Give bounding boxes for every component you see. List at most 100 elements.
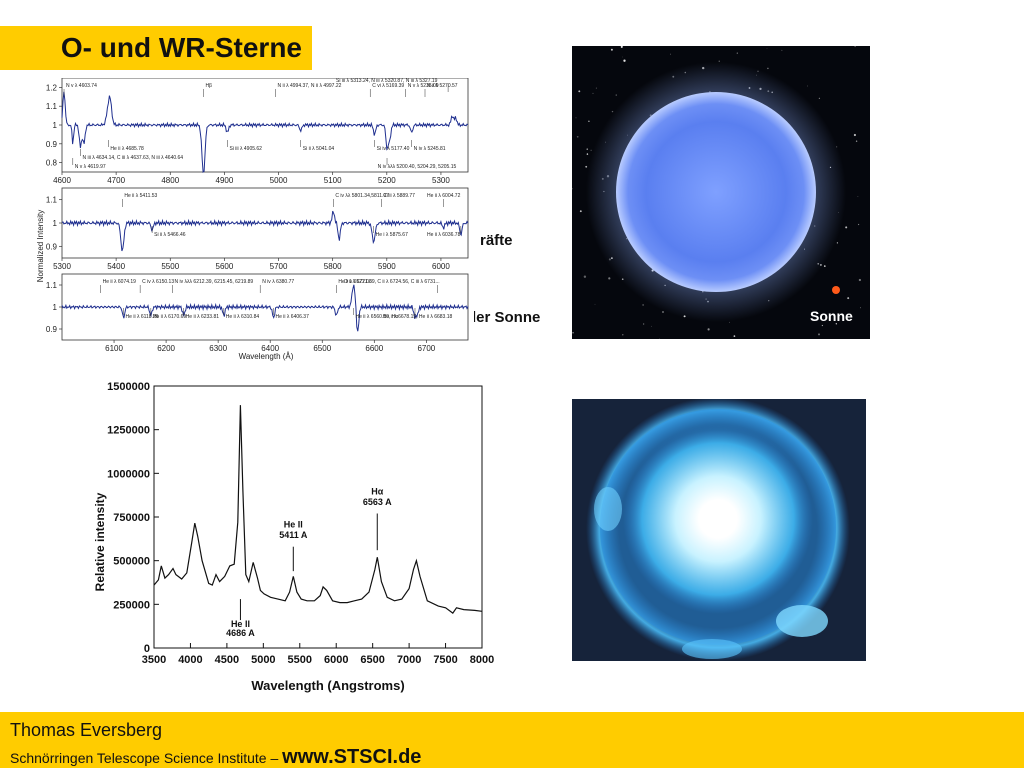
spectrum-line (61, 284, 469, 332)
x-tick-label: 6300 (209, 344, 227, 353)
spectral-line-annotation: He ii λ 6310.84 (226, 314, 260, 320)
y-tick-label: 1 (53, 303, 58, 312)
spectral-line-annotation: C vi λ 5169.39 (372, 83, 404, 89)
line-annotation: He II (231, 619, 250, 629)
x-tick-label: 6500 (360, 654, 384, 666)
spectral-line-annotation: He ii λ 6406.37 (276, 314, 310, 320)
y-tick-label: 1.2 (46, 83, 58, 92)
institute-url-link[interactable]: www.STSCI.de (282, 746, 422, 768)
spectral-line-annotation: He ii λ 6036.78 (427, 232, 461, 238)
x-tick-label: 5300 (53, 262, 71, 271)
x-tick-label: 8000 (470, 654, 494, 666)
spectrum-panel-1: 0.8 0.9 1 1.1 1.2 4600 4700 4800 4900 5000 5100 520… (46, 78, 469, 185)
y-tick-label: 1 (53, 121, 58, 130)
y-tick-label: 1500000 (107, 381, 150, 393)
spectral-line-annotation: He ii λ 6170.69 (153, 314, 187, 320)
x-tick-label: 4700 (107, 176, 125, 185)
x-tick-label: 6000 (432, 262, 450, 271)
x-tick-label: 5400 (107, 262, 125, 271)
line-annotation-wavelength: 5411 A (279, 530, 308, 540)
spectral-line-annotation: N iii λ 4634.14, C iii λ 4637.63, N iii … (82, 155, 183, 161)
x-tick-label: 5500 (288, 654, 312, 666)
x-tick-label: 5600 (216, 262, 234, 271)
spectral-line-annotation: Si iii λ 5313.24, N iii λ 5320.87, N iii… (336, 78, 438, 84)
spectral-line-annotation: N ii λ 4994.37, N ii λ 4997.22 (277, 83, 341, 89)
spectral-line-annotation: N v λ 4619.97 (75, 164, 106, 170)
y-tick-label: 0 (144, 643, 150, 655)
y-tick-label: 750000 (113, 512, 150, 524)
x-tick-label: 4000 (178, 654, 202, 666)
y-tick-label: 0.9 (46, 242, 58, 251)
x-tick-label: 6200 (157, 344, 175, 353)
x-tick-label: 5300 (432, 176, 450, 185)
normalized-spectrum-chart: Normalized Intensity Wavelength (Å) 0.80… (30, 78, 474, 364)
x-tick-label: 5100 (324, 176, 342, 185)
x-tick-label: 5200 (378, 176, 396, 185)
x-tick-label: 5000 (270, 176, 288, 185)
spectral-line-annotation: He i λ 5875.67 (376, 232, 408, 238)
spectral-line-annotation: N v λ 4603.74 (66, 83, 97, 89)
blue-star-image: Sonne (572, 46, 870, 339)
slide-title-box: O- und WR-Sterne (0, 26, 312, 70)
slide-title: O- und WR-Sterne (60, 32, 302, 63)
y-tick-label: 1.1 (46, 196, 58, 205)
partial-text-2: der Sonne (467, 309, 541, 326)
y-tick-label: 1 (53, 219, 58, 228)
spectrum-line (61, 91, 469, 173)
spectral-line-annotation: Si ii λ 5041.04 (303, 146, 335, 152)
x-tick-label: 6000 (324, 654, 348, 666)
sun-label: Sonne (810, 308, 853, 324)
y-tick-label: 500000 (113, 556, 150, 568)
footer-bar: Thomas Eversberg Schnörringen Telescope … (0, 712, 1024, 768)
spectral-line-annotation: N iv λ 6380.77 (262, 279, 294, 285)
y-tick-label: 250000 (113, 599, 150, 611)
x-tick-label: 5000 (251, 654, 275, 666)
x-tick-label: 5700 (270, 262, 288, 271)
relative-y-axis-label: Relative intensity (93, 492, 107, 591)
author-name: Thomas Eversberg (10, 720, 163, 740)
spectral-line-annotation: N v λ 5235.00 (408, 83, 439, 89)
spectral-line-annotation: C iii λ 5889.77 (383, 193, 415, 199)
x-tick-label: 5900 (378, 262, 396, 271)
spectrum-line (61, 210, 469, 252)
spectral-line-annotation: C iv λ 6150.13 (142, 279, 174, 285)
spectral-line-annotation: He ii λ 6004.72 (427, 193, 461, 199)
line-annotation: Hα (371, 486, 383, 496)
line-annotation-wavelength: 4686 A (226, 628, 255, 638)
spectral-line-annotation: He ii λ 6560.10, Hα (356, 314, 399, 320)
spectral-line-annotation: Si iii λ 4905.62 (229, 146, 262, 152)
line-annotation: He II (284, 519, 303, 529)
spectrum-x-axis-label: Wavelength (Å) (239, 352, 294, 361)
x-tick-label: 4900 (216, 176, 234, 185)
y-tick-label: 1000000 (107, 468, 150, 480)
institute-name: Schnörringen Telescope Science Institute… (10, 750, 283, 766)
spectral-line-annotation: He ii λ 6527.06 (338, 279, 372, 285)
spectral-line-annotation: He ii λ 5411.53 (124, 193, 157, 199)
y-tick-label: 1.1 (46, 281, 58, 290)
x-tick-label: 6100 (105, 344, 123, 353)
y-tick-label: 0.9 (46, 140, 58, 149)
x-tick-label: 5500 (161, 262, 179, 271)
x-tick-label: 5800 (324, 262, 342, 271)
nebula-illustration (572, 399, 866, 661)
x-tick-label: 3500 (142, 654, 166, 666)
spectrum-panel-2: 0.9 1 1.1 5300 5400 5500 5600 5700 5800 5900 6000 H… (46, 187, 469, 271)
relative-intensity-spectrum-chart: 0 250000 500000 750000 1000000 1250000 1500000… (88, 372, 498, 694)
x-tick-label: 6400 (261, 344, 279, 353)
sun-dot (832, 286, 840, 294)
spectral-line-annotation: He ii λ 6233.81 (186, 314, 220, 320)
y-tick-label: 0.9 (46, 325, 58, 334)
spectral-line-annotation: N ii λ 5270.57 (427, 83, 458, 89)
blue-star-illustration (572, 46, 862, 339)
relative-x-axis-label: Wavelength (Angstroms) (251, 678, 404, 693)
x-tick-label: 4800 (161, 176, 179, 185)
spectral-line-annotation: He ii λ 4685.78 (110, 146, 144, 152)
spectral-line-annotation: N iv λλλ 5200.40, 5204.29, 5205.15 (378, 164, 457, 170)
x-tick-label: 4600 (53, 176, 71, 185)
spectral-line-annotation: N iv λ 5245.81 (414, 146, 446, 152)
x-tick-label: 6600 (365, 344, 383, 353)
x-tick-label: 4500 (215, 654, 239, 666)
x-tick-label: 6700 (417, 344, 435, 353)
spectrum-panel-3: 0.9 1 1.1 6100 6200 6300 6400 6500 6600 6700 He ii… (46, 273, 469, 353)
y-tick-label: 1.1 (46, 102, 58, 111)
